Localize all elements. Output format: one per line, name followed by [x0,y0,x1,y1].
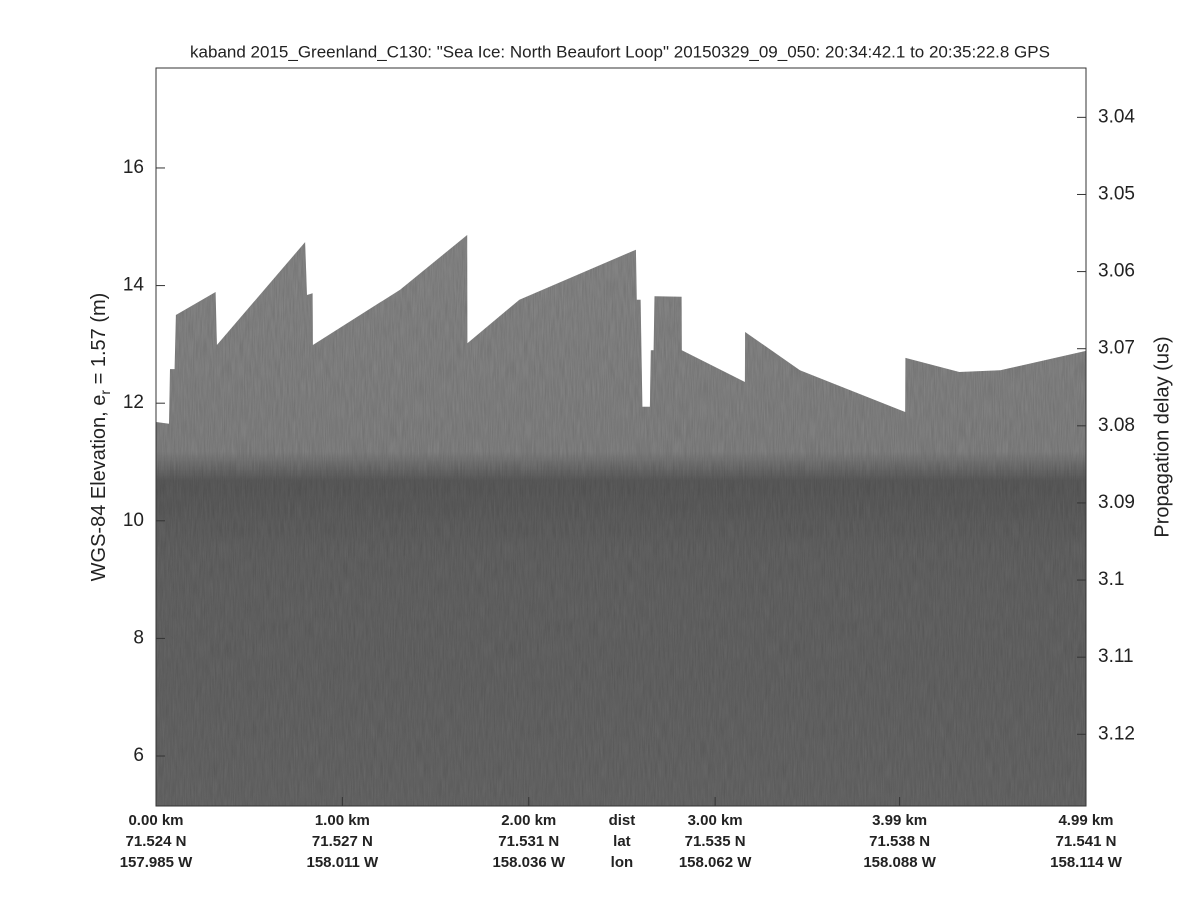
x-tick-lat: 71.527 N [312,833,373,850]
x-tick-lon: 158.088 W [863,854,936,871]
row-label: lat [613,833,631,850]
chart-title: kaband 2015_Greenland_C130: "Sea Ice: No… [190,42,1050,61]
x-tick-lon: 158.011 W [307,854,380,871]
y-axis-label-main: WGS-84 Elevation, e [88,395,110,582]
y-axis-label: WGS-84 Elevation, er = 1.57 (m) [88,293,112,582]
row-label: dist [609,812,636,829]
y2-tick-label: 3.06 [1098,261,1135,282]
y2-tick-label: 3.04 [1098,106,1135,127]
plot-frame [155,67,1087,807]
y-tick-label: 16 [123,157,144,178]
x-tick-lat: 71.524 N [126,833,187,850]
x-tick-lat: 71.531 N [498,833,559,850]
y2-tick-label: 3.1 [1098,569,1124,590]
y2-tick-label: 3.12 [1098,723,1135,744]
x-tick-lat: 71.538 N [869,833,930,850]
x-tick-label: 0.00 km [128,812,183,829]
x-tick-label: 4.99 km [1058,812,1113,829]
y2-tick-label: 3.07 [1098,338,1135,359]
x-tick-lon: 157.985 W [120,854,193,871]
x-tick-label: 3.00 km [688,812,743,829]
y-tick-label: 10 [123,510,144,531]
x-tick-lat: 71.541 N [1056,833,1117,850]
y-tick-label: 12 [123,392,144,413]
x-tick-lon: 158.114 W [1050,854,1123,871]
y-tick-label: 14 [123,275,145,296]
row-label: lon [611,854,634,871]
x-tick-label: 2.00 km [501,812,556,829]
x-tick-lat: 71.535 N [685,833,746,850]
x-tick-label: 1.00 km [315,812,370,829]
y2-tick-label: 3.11 [1098,646,1134,667]
x-tick-label: 3.99 km [872,812,927,829]
x-tick-lon: 158.036 W [492,854,565,871]
y2-tick-label: 3.09 [1098,492,1135,513]
y-tick-label: 6 [133,745,144,766]
y2-axis-label: Propagation delay (us) [1151,336,1173,537]
y-tick-label: 8 [133,627,144,648]
y2-tick-label: 3.05 [1098,183,1135,204]
y-axis-label-suffix: = 1.57 (m) [88,293,110,390]
x-tick-lon: 158.062 W [679,854,752,871]
y-axis-label-subscript: r [97,390,113,395]
y2-tick-label: 3.08 [1098,415,1135,436]
echo-area [156,235,1086,806]
